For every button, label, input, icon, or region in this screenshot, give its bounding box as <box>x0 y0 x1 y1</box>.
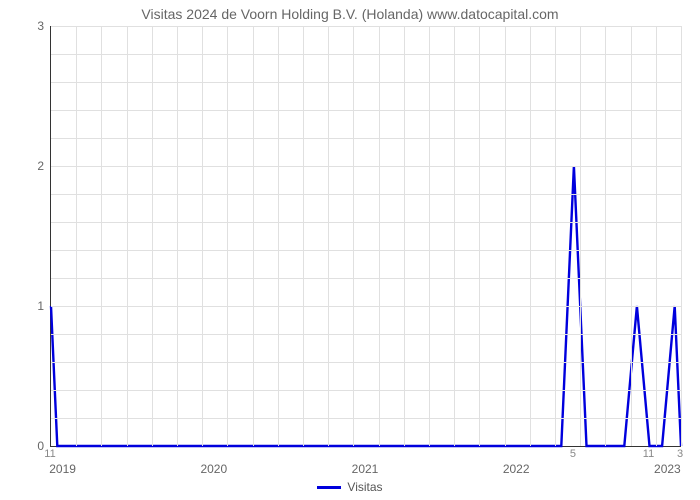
gridline-horizontal <box>51 334 681 335</box>
gridline-vertical <box>530 26 531 446</box>
gridline-vertical <box>681 26 682 446</box>
y-tick-label: 3 <box>28 19 44 33</box>
gridline-vertical <box>127 26 128 446</box>
gridline-vertical <box>152 26 153 446</box>
gridline-horizontal <box>51 166 681 167</box>
x-tick-month: 5 <box>570 448 576 460</box>
gridline-vertical <box>555 26 556 446</box>
chart-container: Visitas 2024 de Voorn Holding B.V. (Hola… <box>0 0 700 500</box>
gridline-vertical <box>454 26 455 446</box>
chart-title: Visitas 2024 de Voorn Holding B.V. (Hola… <box>0 0 700 22</box>
gridline-horizontal <box>51 222 681 223</box>
line-series <box>51 26 681 446</box>
gridline-vertical <box>101 26 102 446</box>
legend-swatch <box>317 486 341 489</box>
y-tick-label: 0 <box>28 439 44 453</box>
gridline-horizontal <box>51 362 681 363</box>
gridline-horizontal <box>51 250 681 251</box>
gridline-vertical <box>278 26 279 446</box>
gridline-vertical <box>328 26 329 446</box>
gridline-vertical <box>429 26 430 446</box>
x-tick-month: 11 <box>643 448 654 460</box>
y-tick-label: 1 <box>28 299 44 313</box>
gridline-vertical <box>76 26 77 446</box>
gridline-horizontal <box>51 306 681 307</box>
x-tick-year: 2019 <box>49 462 76 476</box>
y-tick-label: 2 <box>28 159 44 173</box>
gridline-vertical <box>177 26 178 446</box>
gridline-horizontal <box>51 26 681 27</box>
gridline-horizontal <box>51 418 681 419</box>
legend-label: Visitas <box>347 480 382 494</box>
x-tick-month: 11 <box>44 448 55 460</box>
gridline-vertical <box>605 26 606 446</box>
x-tick-year: 2021 <box>352 462 379 476</box>
gridline-horizontal <box>51 194 681 195</box>
gridline-vertical <box>505 26 506 446</box>
gridline-horizontal <box>51 54 681 55</box>
gridline-horizontal <box>51 138 681 139</box>
x-tick-year: 2022 <box>503 462 530 476</box>
gridline-vertical <box>353 26 354 446</box>
plot-area <box>50 26 681 447</box>
gridline-vertical <box>404 26 405 446</box>
gridline-vertical <box>303 26 304 446</box>
gridline-horizontal <box>51 82 681 83</box>
x-tick-year: 2020 <box>200 462 227 476</box>
gridline-horizontal <box>51 278 681 279</box>
gridline-vertical <box>580 26 581 446</box>
gridline-vertical <box>656 26 657 446</box>
legend: Visitas <box>0 480 700 494</box>
gridline-vertical <box>631 26 632 446</box>
x-tick-year: 2023 <box>654 462 681 476</box>
gridline-vertical <box>253 26 254 446</box>
gridline-vertical <box>202 26 203 446</box>
gridline-horizontal <box>51 390 681 391</box>
x-tick-month: 3 <box>677 448 683 460</box>
gridline-vertical <box>227 26 228 446</box>
gridline-vertical <box>479 26 480 446</box>
gridline-horizontal <box>51 110 681 111</box>
gridline-vertical <box>379 26 380 446</box>
